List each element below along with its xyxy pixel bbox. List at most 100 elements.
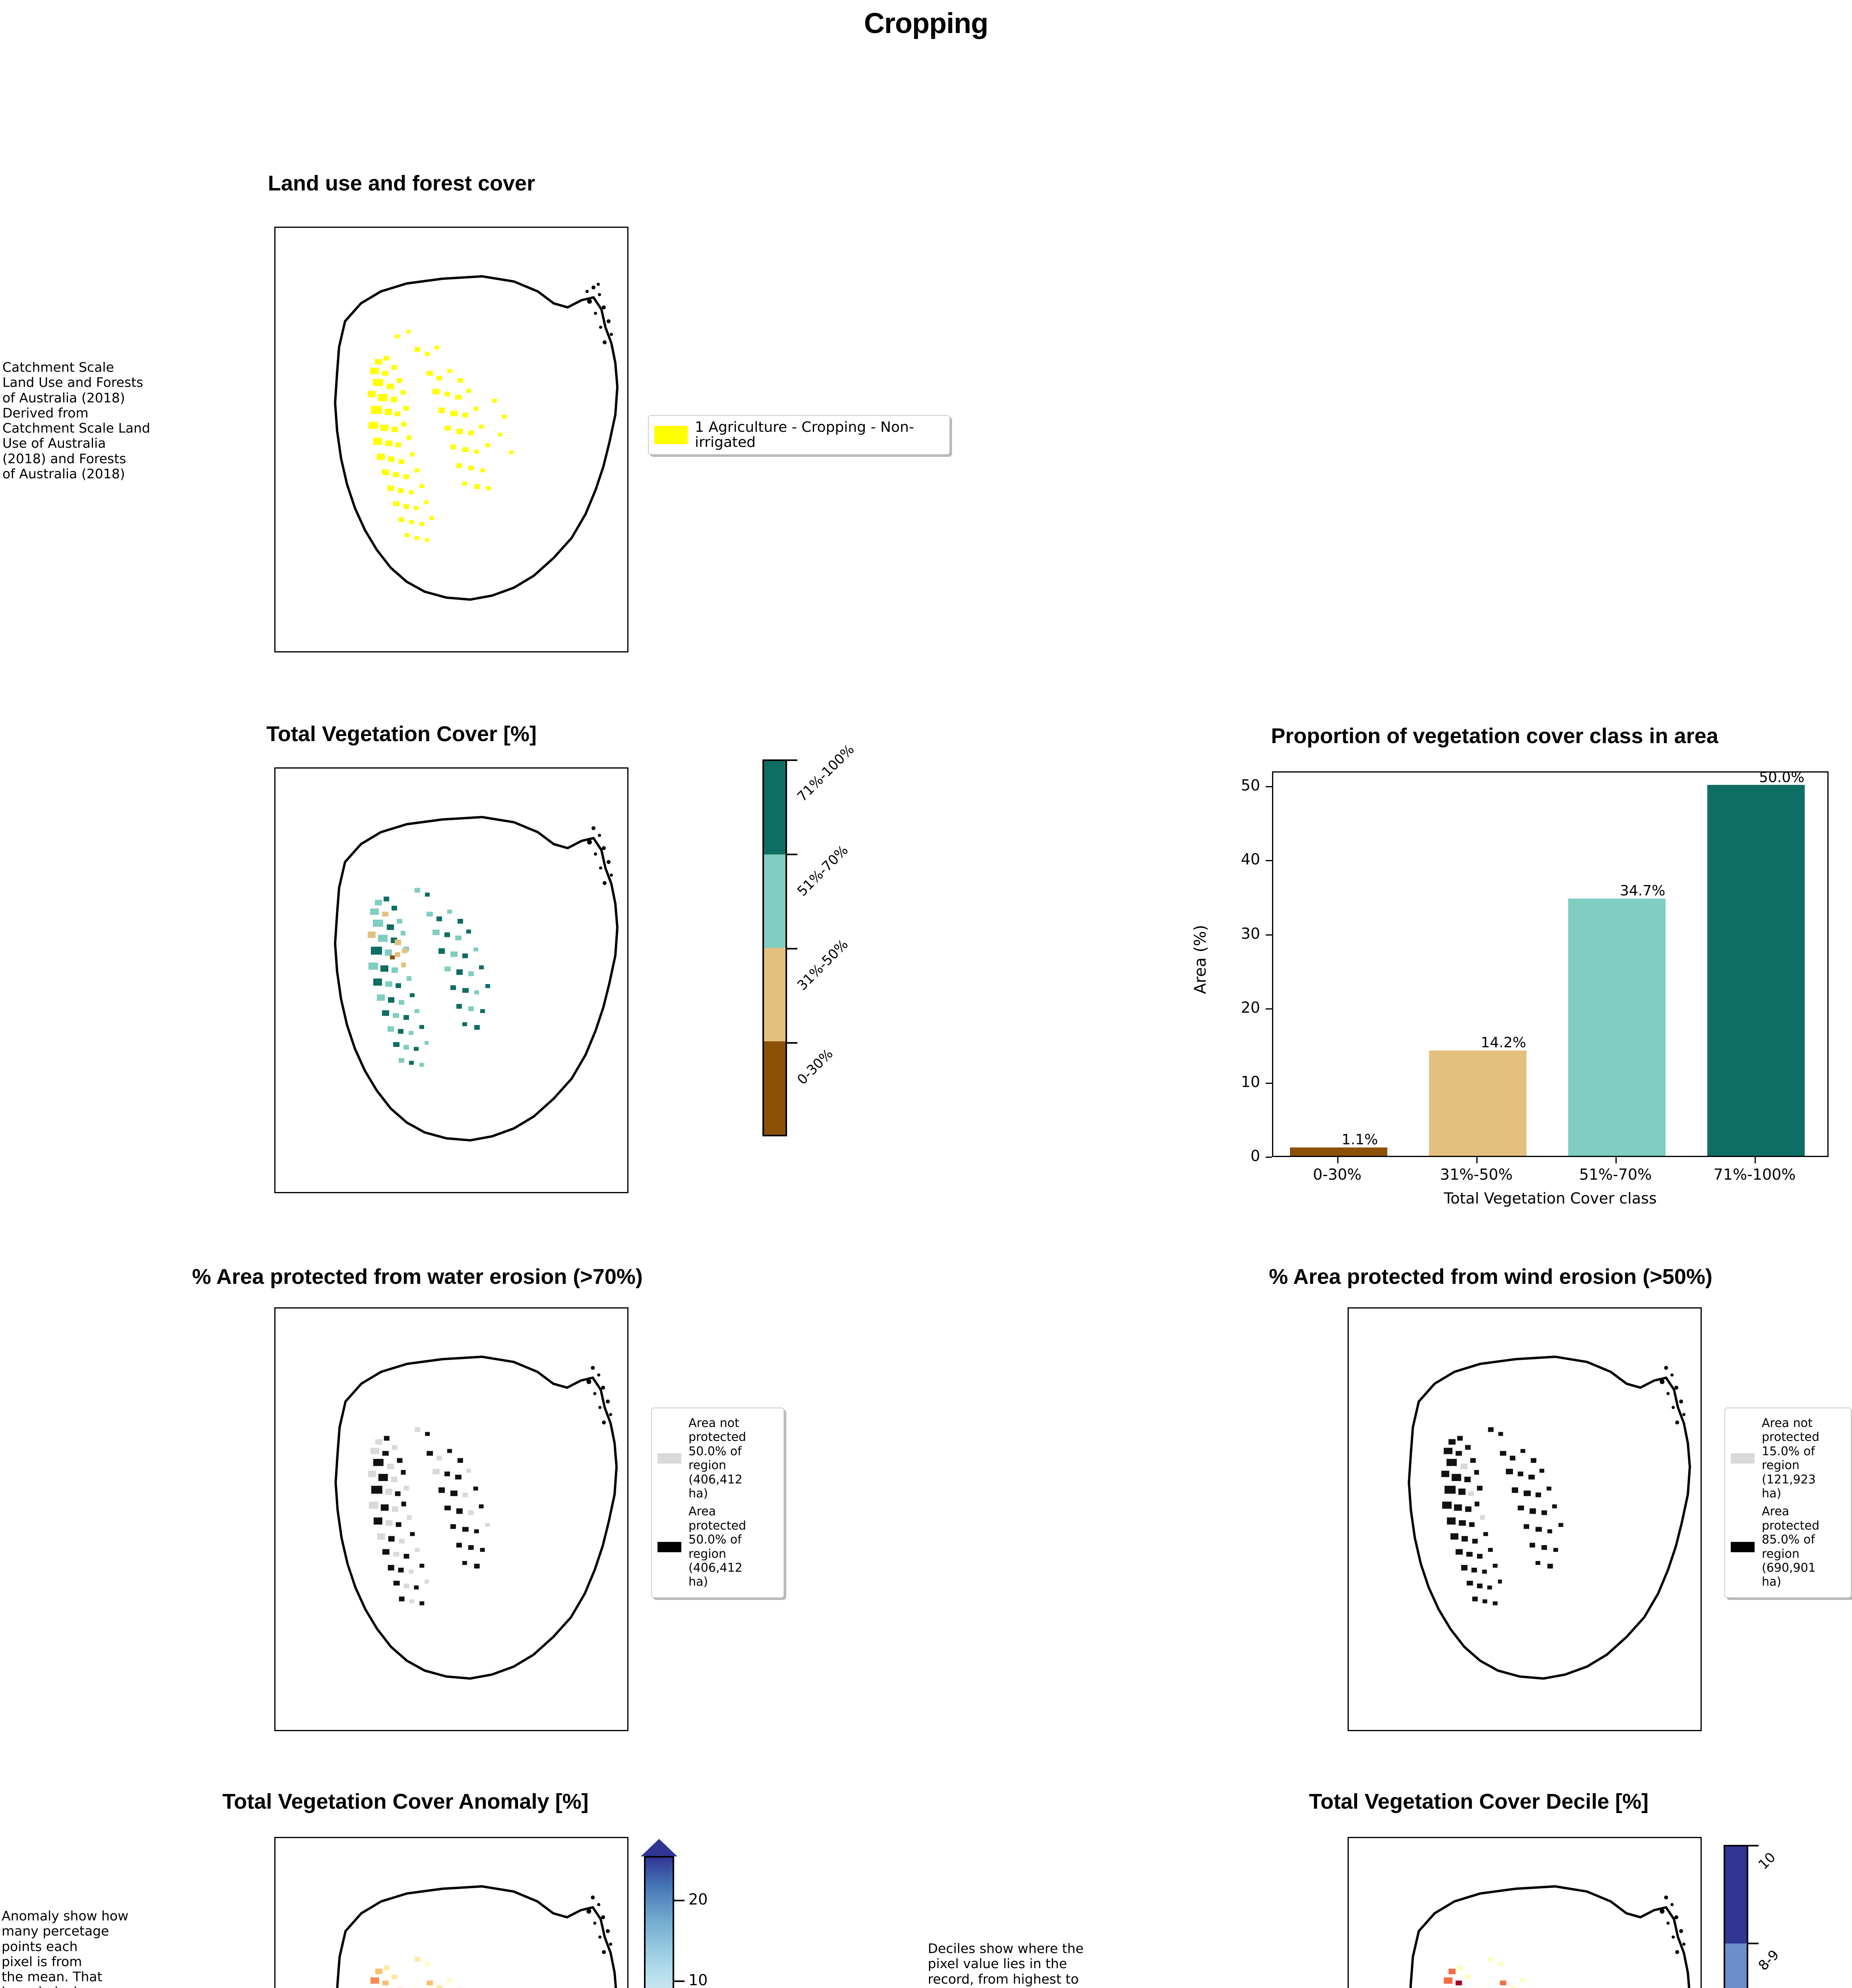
cbar-band-71-100	[764, 761, 785, 854]
water-erosion-legend[interactable]: Area not protected 50.0% of region (406,…	[651, 1408, 784, 1598]
anomaly-label-20: 20	[688, 1891, 708, 1908]
anomaly-pixels	[370, 1957, 463, 1988]
cbar-band-0-30	[764, 1041, 785, 1135]
erosion-pixels	[368, 1427, 490, 1606]
bar-value-51-70: 34.7%	[1620, 883, 1666, 899]
land-use-map[interactable]	[274, 227, 628, 652]
land-use-panel-title: Land use and forest cover	[268, 171, 535, 195]
legend-swatch-not-protected	[657, 1453, 681, 1464]
veg-cover-colorbar	[762, 759, 787, 1136]
legend-swatch-cropping	[654, 425, 688, 444]
ytick-mark-20	[1266, 1008, 1272, 1010]
veg-cover-map[interactable]	[274, 767, 628, 1193]
land-use-legend[interactable]: 1 Agriculture - Cropping - Non-irrigated	[648, 415, 950, 455]
cropping-pixels	[368, 330, 513, 542]
anomaly-tick-10	[674, 1980, 685, 1982]
decile-colorbar	[1724, 1845, 1748, 1988]
anomaly-map[interactable]	[274, 1837, 628, 1988]
ytick-label-40: 40	[1241, 850, 1260, 868]
chart-title: Proportion of vegetation cover class in …	[1271, 724, 1718, 748]
bar-value-71-100: 50.0%	[1759, 769, 1805, 786]
water-erosion-map-svg	[334, 1355, 618, 1680]
bar-0-30[interactable]	[1290, 1147, 1387, 1156]
cbar-tick-2	[787, 948, 797, 949]
decile-label-8-9: 8-9	[1755, 1947, 1782, 1974]
xtick-label-71-100: 71%-100%	[1713, 1166, 1796, 1183]
legend-label-not-protected: Area not protected 15.0% of region (121,…	[1762, 1416, 1820, 1501]
xtick-mark-0	[1337, 1157, 1338, 1163]
legend-label-cropping: 1 Agriculture - Cropping - Non-irrigated	[695, 419, 914, 450]
chart-y-axis-title: Area (%)	[1191, 925, 1210, 994]
water-erosion-panel-title: % Area protected from water erosion (>70…	[192, 1265, 643, 1289]
legend-item-not-protected: Area not protected 50.0% of region (406,…	[657, 1416, 778, 1501]
chart-plot-area: 1.1% 14.2% 34.7% 50.0%	[1272, 769, 1829, 1157]
legend-swatch-protected	[657, 1541, 681, 1552]
decile-tick-2	[1748, 1943, 1759, 1944]
decile-map-svg	[1409, 1885, 1691, 1988]
veg-cover-proportion-chart: Proportion of vegetation cover class in …	[1153, 724, 1836, 1221]
legend-label-protected: Area protected 50.0% of region (406,412 …	[688, 1505, 747, 1589]
ytick-label-20: 20	[1241, 999, 1260, 1016]
chart-x-axis-title: Total Vegetation Cover class	[1444, 1190, 1657, 1207]
legend-label-protected: Area protected 85.0% of region (690,901 …	[1762, 1505, 1820, 1589]
decile-map[interactable]	[1348, 1837, 1702, 1988]
legend-label-not-protected: Area not protected 50.0% of region (406,…	[688, 1416, 747, 1501]
ytick-label-30: 30	[1241, 925, 1260, 942]
cbar-band-51-70	[764, 854, 785, 948]
anomaly-explanation-note: Anomaly show how many percetage points e…	[2, 1908, 129, 1988]
bar-value-0-30: 1.1%	[1342, 1132, 1378, 1148]
veg-cover-pixels	[368, 888, 490, 1067]
xtick-mark-2	[1615, 1157, 1617, 1163]
legend-item-protected: Area protected 50.0% of region (406,412 …	[657, 1505, 778, 1589]
cbar-tick-1	[787, 854, 797, 855]
bar-31-50[interactable]	[1429, 1050, 1526, 1156]
cbar-label-51-70: 51%-70%	[794, 842, 851, 900]
veg-cover-panel-title: Total Vegetation Cover [%]	[266, 722, 537, 746]
anomaly-label-10: 10	[688, 1971, 708, 1988]
erosion-pixels	[1441, 1427, 1563, 1606]
bar-51-70[interactable]	[1568, 899, 1666, 1156]
wind-erosion-map[interactable]	[1348, 1307, 1702, 1731]
veg-cover-map-svg	[334, 815, 619, 1142]
xtick-label-51-70: 51%-70%	[1579, 1166, 1652, 1183]
legend-item: 1 Agriculture - Cropping - Non-irrigated	[654, 420, 944, 450]
cbar-band-31-50	[764, 948, 785, 1041]
decile-panel-title: Total Vegetation Cover Decile [%]	[1309, 1790, 1649, 1813]
wind-erosion-legend[interactable]: Area not protected 15.0% of region (121,…	[1724, 1408, 1852, 1598]
anomaly-map-svg	[336, 1885, 617, 1988]
wind-erosion-map-svg	[1408, 1355, 1691, 1680]
decile-band-10	[1725, 1846, 1747, 1943]
legend-item-not-protected: Area not protected 15.0% of region (121,…	[1731, 1416, 1845, 1501]
ytick-mark-40	[1266, 860, 1272, 861]
cbar-label-0-30: 0-30%	[794, 1046, 836, 1088]
coastal-islands	[586, 283, 613, 344]
anomaly-panel-title: Total Vegetation Cover Anomaly [%]	[222, 1790, 589, 1813]
water-erosion-map[interactable]	[274, 1307, 628, 1731]
decile-label-10: 10	[1755, 1849, 1779, 1873]
legend-swatch-not-protected	[1731, 1453, 1755, 1464]
ytick-label-50: 50	[1241, 777, 1260, 794]
wind-erosion-panel-title: % Area protected from wind erosion (>50%…	[1269, 1265, 1712, 1289]
bar-value-31-50: 14.2%	[1481, 1035, 1526, 1051]
xtick-mark-1	[1476, 1157, 1478, 1163]
ytick-mark-50	[1266, 786, 1272, 787]
legend-swatch-protected	[1731, 1541, 1755, 1552]
ytick-mark-10	[1266, 1083, 1272, 1084]
cbar-tick-top	[787, 759, 797, 761]
anomaly-tick-20	[674, 1900, 685, 1901]
xtick-label-0-30: 0-30%	[1313, 1166, 1362, 1183]
ytick-mark-0	[1266, 1157, 1272, 1158]
decile-explanation-note: Deciles show where the pixel value lies …	[928, 1941, 1084, 1988]
decile-tick-top	[1748, 1845, 1759, 1846]
bar-71-100[interactable]	[1707, 785, 1805, 1156]
ytick-mark-30	[1266, 934, 1272, 936]
xtick-mark-3	[1755, 1157, 1756, 1163]
cbar-label-31-50: 31%-50%	[794, 936, 851, 994]
page-title: Cropping	[864, 8, 989, 39]
anomaly-colorbar	[644, 1856, 674, 1988]
land-use-source-note: Catchment Scale Land Use and Forests of …	[2, 359, 150, 481]
ytick-label-0: 0	[1250, 1147, 1260, 1165]
legend-item-protected: Area protected 85.0% of region (690,901 …	[1731, 1505, 1845, 1589]
xtick-label-31-50: 31%-50%	[1440, 1166, 1513, 1183]
cbar-label-71-100: 71%-100%	[794, 742, 857, 805]
